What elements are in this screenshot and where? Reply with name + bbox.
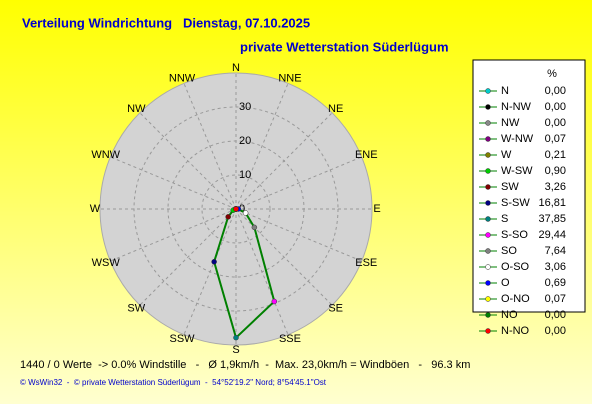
direction-label: NW: [127, 103, 146, 115]
legend-marker: [485, 120, 491, 126]
r-tick-label: 30: [239, 101, 251, 113]
spoke: [235, 83, 289, 210]
r-tick-label: 0: [239, 203, 245, 215]
point: [211, 259, 217, 265]
legend-box: [472, 59, 586, 313]
direction-label: SSE: [279, 333, 301, 345]
grid-ring: [133, 106, 339, 312]
direction-label: NNE: [278, 73, 301, 85]
direction-label: W: [90, 203, 101, 215]
legend-value: 0,90: [545, 165, 566, 177]
point: [242, 210, 249, 216]
legend-name: N-NW: [501, 101, 532, 113]
spoke: [110, 156, 237, 210]
direction-label: NNW: [169, 73, 196, 85]
legend-title: %: [547, 68, 557, 80]
chart-title: Verteilung Windrichtung Dienstag, 07.10.…: [22, 15, 310, 30]
direction-label: S: [232, 344, 239, 356]
legend-value: 0,07: [545, 293, 566, 305]
legend-marker: [485, 136, 491, 142]
legend-marker: [485, 248, 491, 254]
point: [233, 334, 239, 341]
legend-name: N-NO: [501, 325, 530, 337]
legend-marker: [485, 232, 491, 238]
legend-value: 0,21: [545, 149, 566, 161]
legend-marker: [485, 200, 491, 206]
legend-value: 3,26: [545, 181, 566, 193]
legend-name: SW: [501, 181, 519, 193]
legend-name: W: [501, 149, 512, 161]
legend-marker: [485, 88, 491, 94]
legend-marker: [485, 216, 491, 222]
legend-marker: [485, 328, 491, 334]
direction-label: NE: [328, 103, 343, 115]
legend-value: 7,64: [545, 245, 566, 257]
legend-name: N: [501, 85, 509, 97]
direction-label: N: [232, 62, 240, 74]
spoke: [139, 208, 237, 306]
r-tick-label: 20: [239, 135, 251, 147]
direction-label: SE: [328, 303, 343, 315]
legend-value: 0,00: [545, 85, 566, 97]
direction-label: ESE: [355, 257, 377, 269]
legend-marker: [485, 152, 491, 158]
legend-value: 37,85: [538, 213, 566, 225]
legend-name: S-SW: [501, 197, 530, 209]
legend-marker: [485, 296, 491, 302]
direction-label: E: [373, 203, 380, 215]
grid-ring: [167, 140, 305, 278]
legend-name: O-SO: [501, 261, 530, 273]
footer-stats: 1440 / 0 Werte -> 0.0% Windstille - Ø 1,…: [20, 359, 470, 371]
legend-name: S: [501, 213, 508, 225]
direction-label: SW: [127, 303, 145, 315]
legend-value: 0,00: [545, 117, 566, 129]
legend-name: SO: [501, 245, 517, 257]
legend-marker: [485, 104, 491, 110]
spoke: [235, 208, 333, 306]
point: [233, 206, 239, 212]
direction-label: WSW: [92, 257, 121, 269]
direction-label: WNW: [91, 149, 120, 161]
legend-value: 29,44: [538, 229, 566, 241]
point: [251, 224, 258, 231]
legend-name: W-NW: [501, 133, 534, 145]
legend-name: W-SW: [501, 165, 533, 177]
legend-value: 16,81: [538, 197, 566, 209]
legend-marker: [485, 184, 491, 190]
legend-value: 0,00: [545, 101, 566, 113]
legend-marker: [485, 264, 491, 270]
legend-marker: [485, 312, 491, 318]
r-tick-label: 10: [239, 169, 251, 181]
legend-name: O-NO: [501, 293, 530, 305]
legend-name: NW: [501, 117, 520, 129]
legend-marker: [485, 280, 491, 286]
legend-value: 0,07: [545, 133, 566, 145]
direction-label: SSW: [170, 333, 196, 345]
direction-label: ENE: [355, 149, 378, 161]
legend-name: O: [501, 277, 510, 289]
point: [225, 214, 231, 220]
legend-value: 0,00: [545, 309, 566, 321]
point: [271, 298, 278, 305]
legend-name: NO: [501, 309, 518, 321]
legend-value: 0,69: [545, 277, 566, 289]
legend-value: 0,00: [545, 325, 566, 337]
footer-copyright: © WsWin32 - © private Wetterstation Süde…: [20, 378, 327, 387]
grid-ring: [201, 174, 271, 244]
legend-marker: [485, 168, 491, 174]
legend-name: S-SO: [501, 229, 528, 241]
chart-subtitle: private Wetterstation Süderlügum: [240, 39, 449, 54]
legend-value: 3,06: [545, 261, 566, 273]
spoke: [235, 156, 362, 210]
spoke: [183, 83, 237, 210]
